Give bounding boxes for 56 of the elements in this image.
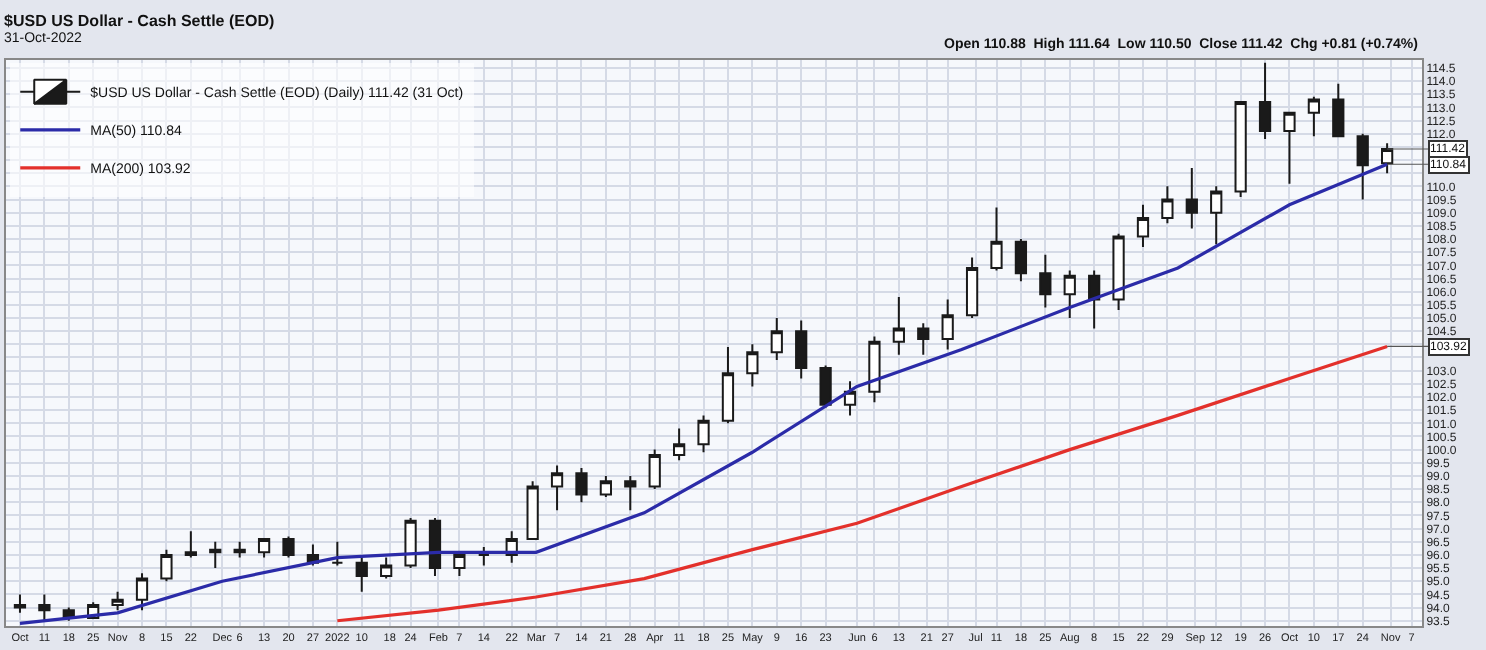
candlestick — [355, 553, 368, 593]
candlestick — [380, 556, 393, 580]
candlestick — [184, 530, 197, 559]
candlestick — [233, 540, 246, 559]
candlestick — [282, 535, 295, 559]
candlestick — [1258, 61, 1272, 140]
candlestick — [13, 593, 27, 614]
candlestick — [38, 593, 51, 622]
candlestick — [550, 464, 564, 512]
candlestick — [1332, 82, 1345, 138]
line-series — [335, 344, 1389, 623]
candlestick — [1307, 95, 1320, 138]
candlestick — [1234, 101, 1247, 198]
candlestick — [526, 480, 539, 541]
candlestick — [624, 474, 637, 512]
candlestick — [1088, 269, 1101, 330]
candlestick — [1185, 166, 1198, 230]
candlestick — [404, 517, 417, 570]
candlestick — [257, 538, 271, 559]
candlestick — [599, 474, 612, 498]
candlestick — [819, 364, 832, 409]
candlestick — [697, 414, 710, 454]
candlestick — [1283, 111, 1296, 185]
candlestick — [1063, 269, 1076, 319]
candlestick — [331, 540, 344, 567]
candlestick — [1356, 132, 1369, 201]
candlestick — [209, 540, 222, 570]
candlestick — [868, 335, 881, 404]
candlestick — [428, 517, 442, 577]
candlestick — [795, 319, 808, 380]
line-series — [18, 162, 1389, 625]
candlestick — [1136, 203, 1150, 248]
candlestick — [965, 256, 979, 319]
candlestick — [1014, 238, 1028, 283]
candlestick — [770, 317, 783, 362]
candlestick — [648, 448, 661, 491]
candlestick — [477, 546, 490, 567]
candlestick — [1039, 253, 1052, 309]
candlestick — [135, 572, 149, 612]
candlestick — [453, 553, 466, 577]
candlestick — [941, 298, 954, 351]
candlestick — [721, 345, 735, 425]
candlestick — [160, 548, 173, 583]
candlestick — [673, 427, 686, 462]
candlestick — [575, 467, 588, 504]
chart-title: $USD US Dollar - Cash Settle (EOD) — [4, 12, 275, 30]
candlestick — [892, 295, 905, 356]
candlestick — [1210, 185, 1223, 246]
candlestick — [1381, 142, 1394, 175]
candlestick — [1112, 232, 1125, 312]
candlestick — [746, 343, 759, 388]
candlestick — [843, 380, 857, 417]
candlestick — [111, 590, 124, 612]
candlestick — [917, 322, 930, 356]
candlestick — [990, 206, 1003, 272]
candlestick — [1161, 185, 1174, 225]
